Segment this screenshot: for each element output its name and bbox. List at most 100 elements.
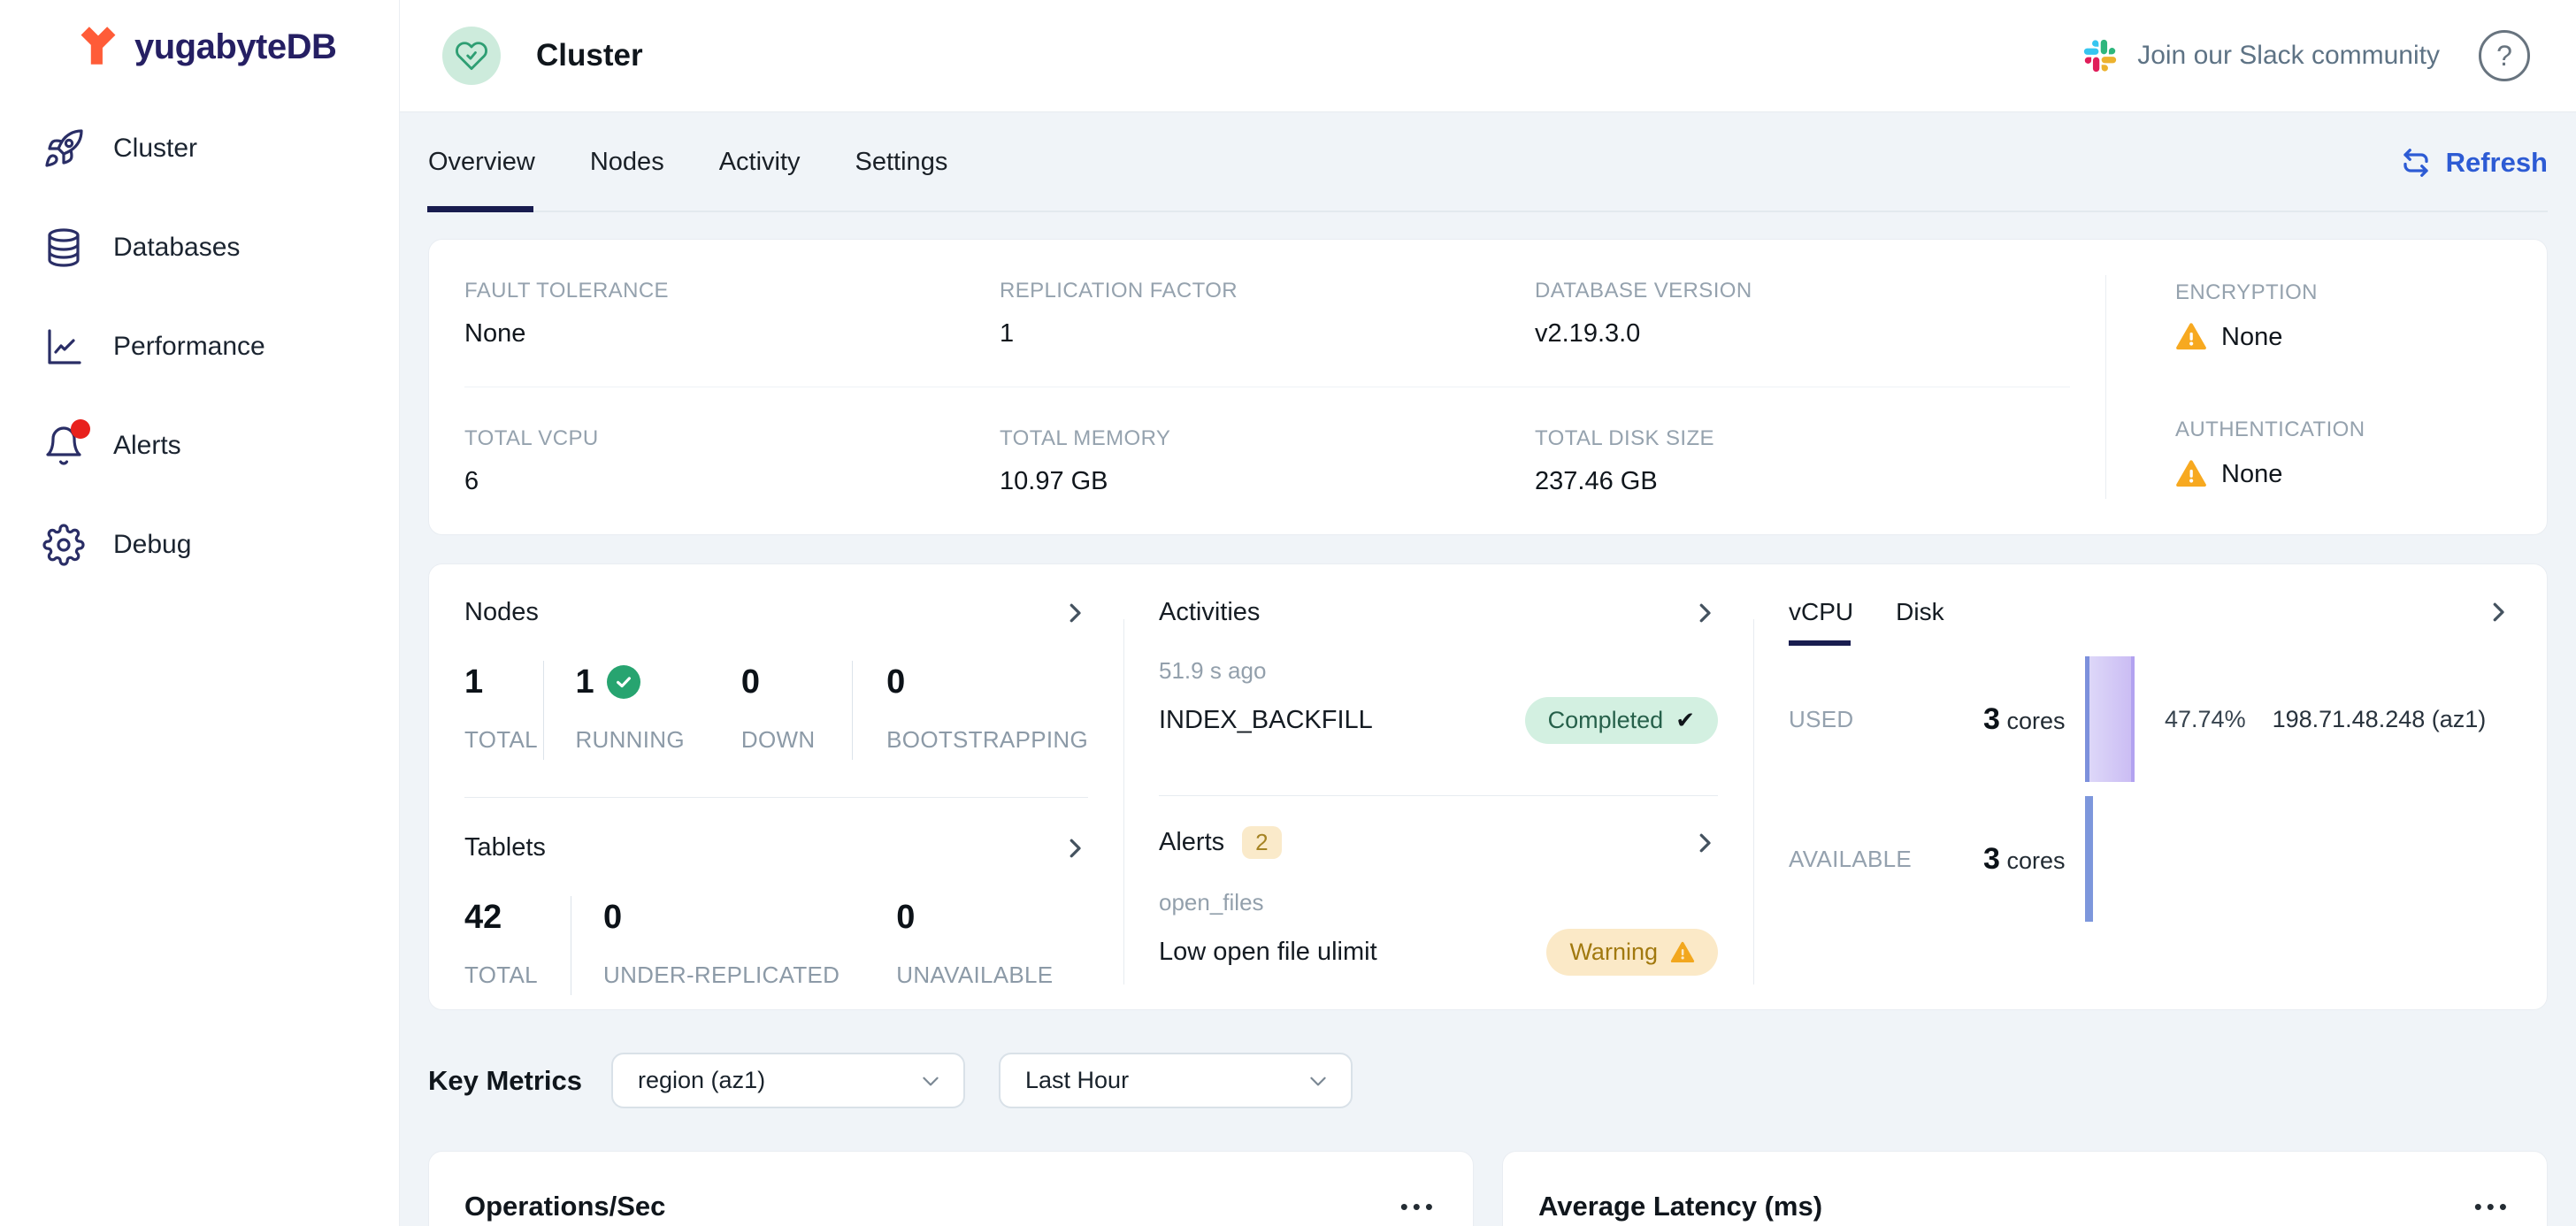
tab-nodes[interactable]: Nodes: [589, 148, 664, 176]
field-total-vcpu: TOTAL VCPU 6: [464, 425, 599, 495]
page-title: Cluster: [536, 38, 643, 73]
sidebar-item-alerts[interactable]: Alerts: [0, 396, 399, 495]
cluster-summary-card: FAULT TOLERANCE None REPLICATION FACTOR …: [428, 239, 2548, 535]
database-icon: [42, 226, 85, 269]
rocket-icon: [42, 127, 85, 170]
tab-vcpu[interactable]: vCPU: [1789, 598, 1854, 646]
tab-settings[interactable]: Settings: [855, 148, 948, 176]
gear-icon: [42, 524, 85, 566]
sidebar-item-cluster[interactable]: Cluster: [0, 99, 399, 198]
yugabytedb-logo-text: yugabyteDB: [134, 27, 337, 66]
stat-tablets-total: 42 TOTAL: [464, 898, 538, 989]
usage-column: vCPU Disk USED 3 cores 47.74% 198.71.48.…: [1753, 564, 2547, 1009]
warning-icon: [2176, 323, 2206, 350]
key-metrics-title: Key Metrics: [428, 1064, 583, 1096]
sidebar-item-label: Databases: [113, 233, 241, 262]
warning-icon: [1670, 941, 1695, 962]
usage-tabs: vCPU Disk: [1789, 598, 1944, 646]
metric-cards-row: Operations/Sec ••• Average Latency (ms) …: [428, 1151, 2548, 1226]
used-usage-bar: [2085, 656, 2135, 782]
field-fault-tolerance: FAULT TOLERANCE None: [464, 278, 669, 348]
tabs-underline-track: [427, 211, 2548, 212]
check-icon: ✔: [1675, 707, 1695, 733]
available-usage-bar: [2085, 796, 2093, 922]
bell-icon: [42, 419, 90, 467]
sidebar-item-label: Cluster: [113, 134, 198, 163]
time-range-select[interactable]: Last Hour: [999, 1053, 1353, 1108]
used-percent: 47.74%: [2165, 705, 2246, 732]
yugabytedb-logo-icon: [80, 27, 116, 65]
alerts-chevron-right-icon[interactable]: [1691, 830, 1718, 856]
usage-chevron-right-icon[interactable]: [2485, 599, 2511, 625]
tab-disk[interactable]: Disk: [1896, 598, 1944, 625]
operations-per-sec-card: Operations/Sec •••: [428, 1151, 1474, 1226]
nodes-card-title: Nodes: [464, 598, 539, 626]
field-authentication: AUTHENTICATION None: [2175, 418, 2547, 490]
divider: [464, 797, 1088, 798]
sidebar-item-label: Alerts: [113, 431, 181, 460]
join-slack-link[interactable]: Join our Slack community: [2081, 36, 2440, 75]
divider: [852, 661, 854, 760]
sidebar: yugabyteDB Cluster: [0, 0, 400, 1226]
divider: [1159, 795, 1718, 796]
field-encryption: ENCRYPTION None: [2175, 280, 2547, 353]
activities-card-title: Activities: [1159, 598, 1261, 626]
alert-name: open_files: [1159, 889, 1264, 916]
summary-fields: FAULT TOLERANCE None REPLICATION FACTOR …: [429, 240, 2105, 534]
more-menu-icon[interactable]: •••: [1399, 1193, 1438, 1220]
nodes-chevron-right-icon[interactable]: [1062, 600, 1088, 626]
tab-activity[interactable]: Activity: [718, 148, 801, 176]
slack-icon: [2084, 39, 2117, 73]
running-check-icon: [606, 665, 640, 699]
sidebar-item-label: Performance: [113, 332, 265, 361]
divider: [542, 661, 544, 760]
key-metrics-section: Key Metrics region (az1) Last Hour: [428, 1053, 2548, 1108]
field-total-memory: TOTAL MEMORY 10.97 GB: [1000, 425, 1171, 495]
chevron-down-icon: [1307, 1069, 1330, 1092]
stat-nodes-total: 1 TOTAL: [464, 663, 538, 754]
header-actions: Join our Slack community ?: [2081, 30, 2530, 81]
sidebar-item-debug[interactable]: Debug: [0, 495, 399, 594]
stat-tablets-under-replicated: 0 UNDER-REPLICATED: [603, 898, 840, 989]
region-select[interactable]: region (az1): [611, 1053, 965, 1108]
chart-icon: [42, 326, 85, 368]
chart-title: Average Latency (ms): [1538, 1191, 1823, 1222]
yugabytedb-logo[interactable]: yugabyteDB: [0, 0, 399, 67]
field-replication-factor: REPLICATION FACTOR 1: [1000, 278, 1238, 348]
activity-timestamp: 51.9 s ago: [1159, 657, 1267, 684]
cluster-tabs-row: Overview Nodes Activity Settings Refresh: [400, 112, 2576, 212]
average-latency-card: Average Latency (ms) •••: [1502, 1151, 2548, 1226]
usage-row-available: AVAILABLE 3 cores: [1789, 796, 2511, 922]
join-slack-label: Join our Slack community: [2137, 41, 2440, 70]
sidebar-nav: Cluster Databases Performance: [0, 99, 399, 594]
activities-alerts-column: Activities 51.9 s ago INDEX_BACKFILL Com…: [1123, 564, 1753, 1009]
page-header: Cluster Join our Slack community ?: [400, 0, 2576, 112]
alerts-card-title: Alerts: [1159, 828, 1225, 856]
stat-nodes-bootstrapping: 0 BOOTSTRAPPING: [886, 663, 1088, 754]
cluster-health-icon: [442, 27, 501, 85]
alert-notification-dot: [71, 419, 90, 439]
stat-nodes-down: 0 DOWN: [740, 663, 816, 754]
refresh-button[interactable]: Refresh: [2400, 147, 2548, 179]
tablets-stats: 42 TOTAL 0 UNDER-REPLICATED 0 UNAVAILABL…: [464, 894, 1088, 995]
chart-title: Operations/Sec: [464, 1191, 666, 1222]
tab-overview[interactable]: Overview: [428, 148, 535, 176]
sidebar-item-performance[interactable]: Performance: [0, 297, 399, 396]
stat-nodes-running: 1 RUNNING: [575, 663, 685, 754]
sidebar-item-databases[interactable]: Databases: [0, 198, 399, 297]
overview-grid-card: Nodes 1 TOTAL 1: [428, 563, 2548, 1010]
more-menu-icon[interactable]: •••: [2473, 1193, 2511, 1220]
warning-icon: [2176, 460, 2206, 487]
activities-chevron-right-icon[interactable]: [1691, 600, 1718, 626]
tablets-chevron-right-icon[interactable]: [1062, 835, 1088, 862]
cluster-tabs: Overview Nodes Activity Settings: [428, 148, 947, 177]
chevron-down-icon: [919, 1069, 942, 1092]
nodes-tablets-column: Nodes 1 TOTAL 1: [429, 564, 1123, 1009]
help-icon[interactable]: ?: [2479, 30, 2530, 81]
summary-security: ENCRYPTION None AUTHENTICATION: [2105, 275, 2547, 499]
refresh-label: Refresh: [2445, 146, 2548, 178]
field-total-disk-size: TOTAL DISK SIZE 237.46 GB: [1535, 425, 1714, 495]
field-database-version: DATABASE VERSION v2.19.3.0: [1535, 278, 1752, 348]
activity-name: INDEX_BACKFILL: [1159, 706, 1373, 734]
status-badge-warning: Warning: [1546, 929, 1718, 976]
